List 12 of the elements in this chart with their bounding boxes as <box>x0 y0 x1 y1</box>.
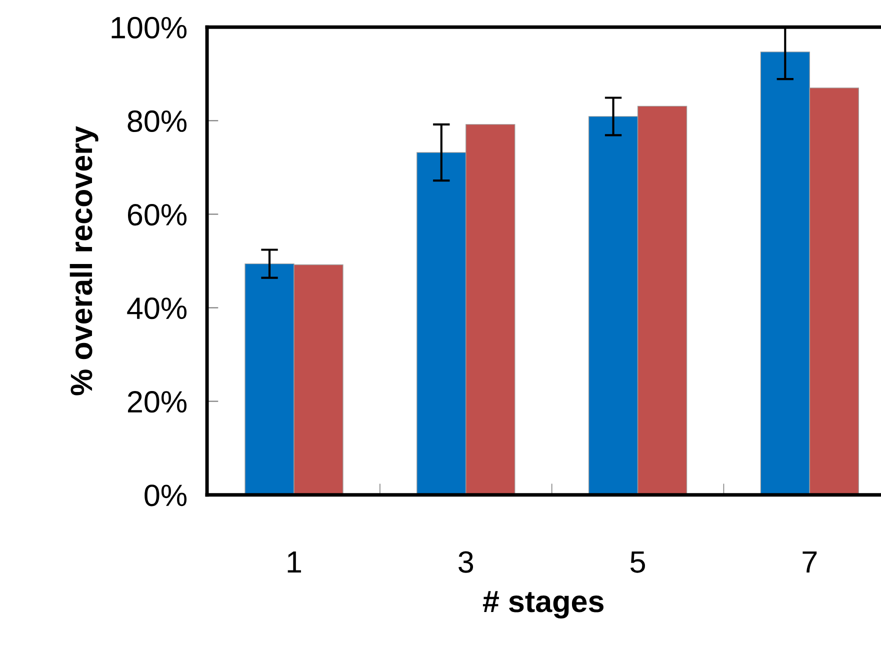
y-axis-title: % overall recovery <box>70 126 98 396</box>
x-tick-label: 7 <box>802 552 817 573</box>
x-axis-title: # stages <box>482 591 604 618</box>
y-tick-label: 0% <box>144 484 187 506</box>
x-tick-label: 1 <box>288 552 302 573</box>
y-tick-label: 80% <box>128 110 187 132</box>
x-tick-label: 5 <box>630 552 645 573</box>
x-tick-label: 3 <box>458 551 474 573</box>
y-tick-label: 60% <box>128 204 187 226</box>
y-tick-label: 40% <box>127 297 187 320</box>
y-tick-label: 100% <box>112 16 187 39</box>
y-tick-label: 20% <box>128 391 187 413</box>
